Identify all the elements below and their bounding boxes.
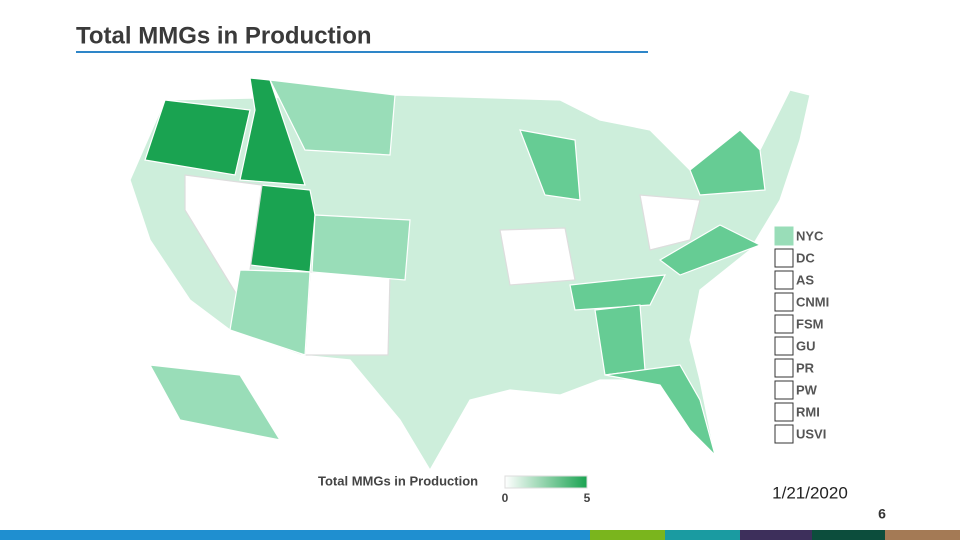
us-map	[129, 77, 811, 472]
state-arizona	[229, 269, 311, 356]
state-ohio	[639, 194, 701, 251]
slide-date: 1/21/2020	[772, 483, 848, 502]
state-new-mexico	[304, 271, 391, 356]
state-tennessee	[569, 274, 667, 311]
territory-label: GU	[796, 338, 816, 353]
territory-label: RMI	[796, 404, 820, 419]
territory-swatch	[774, 226, 794, 246]
territory-label: NYC	[796, 228, 824, 243]
territory-swatch	[774, 380, 794, 400]
territory-swatch	[774, 424, 794, 444]
territory-label: CNMI	[796, 294, 829, 309]
footer-stripe	[885, 530, 960, 540]
territory-label: DC	[796, 250, 815, 265]
footer-stripe	[740, 530, 812, 540]
state-missouri	[499, 227, 576, 286]
footer-stripe	[812, 530, 885, 540]
territory-label: USVI	[796, 426, 826, 441]
state-florida	[604, 364, 717, 458]
territory-swatch	[774, 402, 794, 422]
territory-swatch	[774, 358, 794, 378]
state-oregon	[144, 99, 251, 176]
territory-label: AS	[796, 272, 814, 287]
legend-tick-label: 5	[584, 491, 591, 505]
territory-swatch	[774, 248, 794, 268]
footer-stripe	[0, 530, 590, 540]
territory-legend: NYC DC AS CNMI FSM GU PR PW RMI USVI	[774, 226, 829, 444]
footer-stripe	[590, 530, 665, 540]
state-colorado	[311, 214, 411, 281]
footer-stripe	[665, 530, 740, 540]
state-wisconsin	[519, 129, 581, 201]
legend-title: Total MMGs in Production	[318, 473, 478, 488]
territory-swatch	[774, 292, 794, 312]
territory-label: PW	[796, 382, 818, 397]
state-idaho	[239, 77, 306, 186]
territory-label: PR	[796, 360, 815, 375]
state-new-york	[689, 129, 766, 196]
territory-swatch	[774, 336, 794, 356]
page-number: 6	[878, 506, 886, 522]
legend-tick-label: 0	[502, 491, 509, 505]
territory-swatch	[774, 314, 794, 334]
state-montana	[268, 79, 396, 156]
legend-color-scale	[504, 475, 588, 489]
territory-label: FSM	[796, 316, 823, 331]
state-virginia	[658, 224, 762, 276]
territory-swatch	[774, 270, 794, 290]
slide-title: Total MMGs in Production	[76, 22, 372, 49]
state-alaska	[148, 364, 282, 441]
